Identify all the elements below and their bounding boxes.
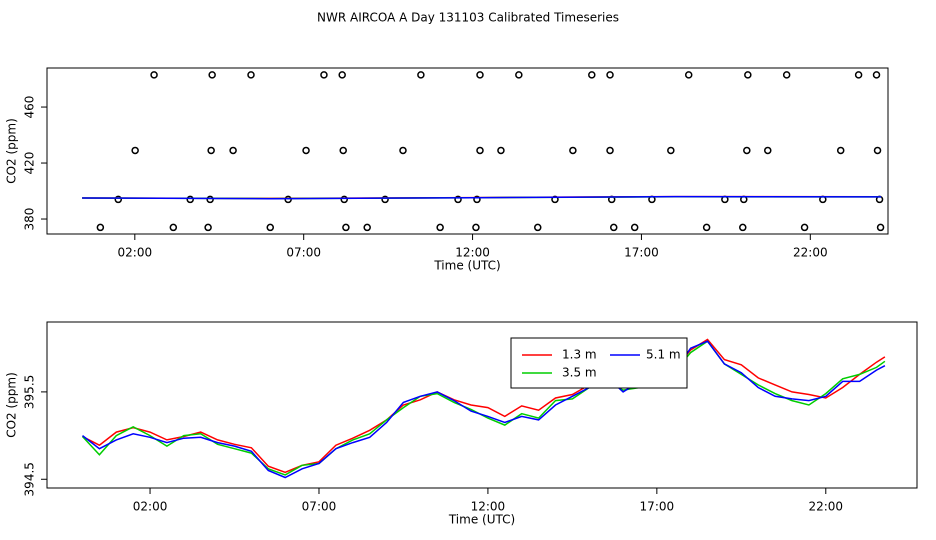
data-point (302, 146, 310, 155)
data-point (320, 71, 328, 79)
x-tick-label: 02:00 (133, 500, 168, 514)
data-point (96, 223, 105, 232)
x-tick-label: 22:00 (808, 500, 843, 514)
data-point (204, 223, 212, 232)
data-point (207, 146, 215, 155)
data-point (854, 71, 863, 79)
data-point (266, 223, 275, 232)
data-point (399, 146, 407, 155)
series-line (82, 340, 886, 479)
legend-label: 5.1 m (646, 348, 681, 362)
y-tick-label: 420 (23, 152, 37, 175)
data-point (476, 71, 484, 79)
data-point (229, 146, 237, 155)
y-tick-label: 395.5 (23, 375, 37, 409)
data-point (473, 195, 481, 204)
data-point (743, 146, 751, 155)
data-point (667, 146, 675, 155)
data-point (551, 195, 559, 204)
data-point (150, 71, 158, 79)
data-point (800, 223, 809, 232)
data-point (454, 195, 462, 204)
x-tick-label: 17:00 (640, 500, 675, 514)
x-axis-label: Time (UTC) (433, 259, 500, 273)
legend-box (510, 337, 688, 389)
data-point (606, 146, 614, 155)
x-tick-label: 07:00 (286, 246, 321, 260)
series-line (82, 338, 886, 474)
data-point (338, 71, 346, 79)
data-point (515, 71, 523, 79)
data-point (744, 71, 752, 79)
y-tick-label: 460 (23, 96, 37, 119)
x-tick-label: 07:00 (302, 500, 337, 514)
x-tick-label: 12:00 (455, 246, 490, 260)
data-point (247, 71, 255, 79)
y-axis-label: CO2 (ppm) (5, 372, 19, 438)
plot-frame (46, 321, 918, 489)
data-point (497, 146, 505, 155)
data-point (363, 223, 371, 232)
data-point (472, 223, 480, 232)
data-point (339, 146, 347, 155)
legend-label: 1.3 m (562, 348, 597, 362)
data-point (186, 195, 194, 204)
data-point (609, 223, 618, 232)
x-tick-label: 02:00 (118, 246, 153, 260)
data-point (588, 71, 596, 79)
plot-frame (46, 67, 889, 235)
data-point (208, 71, 216, 79)
data-point (381, 195, 389, 204)
data-point (872, 71, 881, 79)
data-point (782, 71, 791, 79)
series-line (81, 340, 886, 476)
data-point (764, 146, 772, 155)
series-line (82, 195, 882, 200)
data-point (417, 71, 425, 79)
y-tick-label: 394.5 (23, 462, 37, 496)
x-tick-label: 17:00 (624, 246, 659, 260)
x-tick-label: 12:00 (471, 500, 506, 514)
data-point (169, 223, 178, 232)
data-point (836, 146, 845, 155)
data-point (206, 195, 214, 204)
data-point (114, 195, 123, 204)
figure-title: NWR AIRCOA A Day 131103 Calibrated Times… (317, 11, 619, 25)
data-point (340, 195, 348, 204)
data-point (476, 146, 484, 155)
data-point (534, 223, 542, 232)
data-point (284, 195, 292, 204)
x-tick-label: 22:00 (793, 246, 828, 260)
legend-label: 3.5 m (562, 366, 597, 380)
y-axis-label: CO2 (ppm) (5, 118, 19, 184)
data-point (606, 71, 614, 79)
data-point (702, 223, 711, 232)
data-point (436, 223, 444, 232)
data-point (630, 223, 639, 232)
data-point (876, 223, 885, 232)
x-axis-label: Time (UTC) (448, 513, 515, 527)
data-point (739, 223, 747, 232)
data-point (873, 146, 882, 155)
y-tick-label: 380 (23, 208, 37, 231)
data-point (131, 146, 139, 155)
data-point (342, 223, 350, 232)
data-point (569, 146, 577, 155)
data-point (684, 71, 693, 79)
